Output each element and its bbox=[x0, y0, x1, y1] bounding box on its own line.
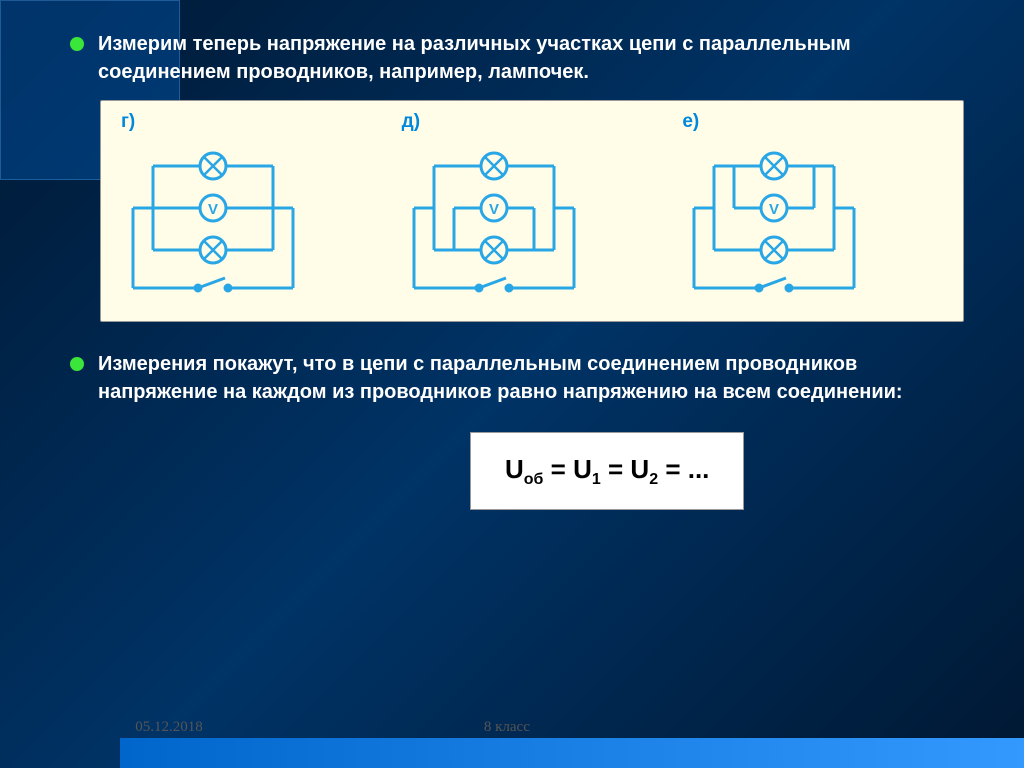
circuit-g-svg: V bbox=[113, 138, 313, 313]
circuit-d: д) V bbox=[394, 109, 671, 313]
formula-t1: U bbox=[573, 454, 592, 484]
formula-t2-sub: 2 bbox=[649, 471, 658, 488]
circuit-e-label: е) bbox=[674, 109, 951, 136]
svg-text:V: V bbox=[489, 201, 499, 218]
bullet-2-text: Измерения покажут, что в цепи с параллел… bbox=[98, 350, 964, 406]
circuit-g: г) V bbox=[113, 109, 390, 313]
bullet-dot bbox=[70, 37, 84, 51]
svg-text:V: V bbox=[208, 201, 218, 218]
circuit-diagram-panel: г) V bbox=[100, 100, 964, 322]
footer: 05.12.2018 8 класс bbox=[0, 719, 1024, 736]
circuit-g-label: г) bbox=[113, 109, 390, 136]
svg-text:V: V bbox=[769, 201, 779, 218]
formula-lhs: U bbox=[505, 454, 524, 484]
formula-box: Uоб = U1 = U2 = ... bbox=[470, 432, 744, 511]
formula-tail: = ... bbox=[658, 454, 709, 484]
formula-lhs-sub: об bbox=[524, 471, 544, 488]
slide-content: Измерим теперь напряжение на различных у… bbox=[70, 30, 964, 510]
circuit-d-label: д) bbox=[394, 109, 671, 136]
formula-t2: U bbox=[630, 454, 649, 484]
footer-date: 05.12.2018 bbox=[0, 719, 338, 736]
circuit-d-svg: V bbox=[394, 138, 594, 313]
circuit-e: е) V bbox=[674, 109, 951, 313]
circuit-e-svg: V bbox=[674, 138, 874, 313]
footer-grade: 8 класс bbox=[338, 719, 676, 736]
bullet-1-text: Измерим теперь напряжение на различных у… bbox=[98, 30, 964, 86]
bullet-2: Измерения покажут, что в цепи с параллел… bbox=[70, 350, 964, 406]
bg-bottom-bar bbox=[120, 738, 1024, 768]
bullet-dot bbox=[70, 357, 84, 371]
formula-t1-sub: 1 bbox=[592, 471, 601, 488]
bullet-1: Измерим теперь напряжение на различных у… bbox=[70, 30, 964, 86]
